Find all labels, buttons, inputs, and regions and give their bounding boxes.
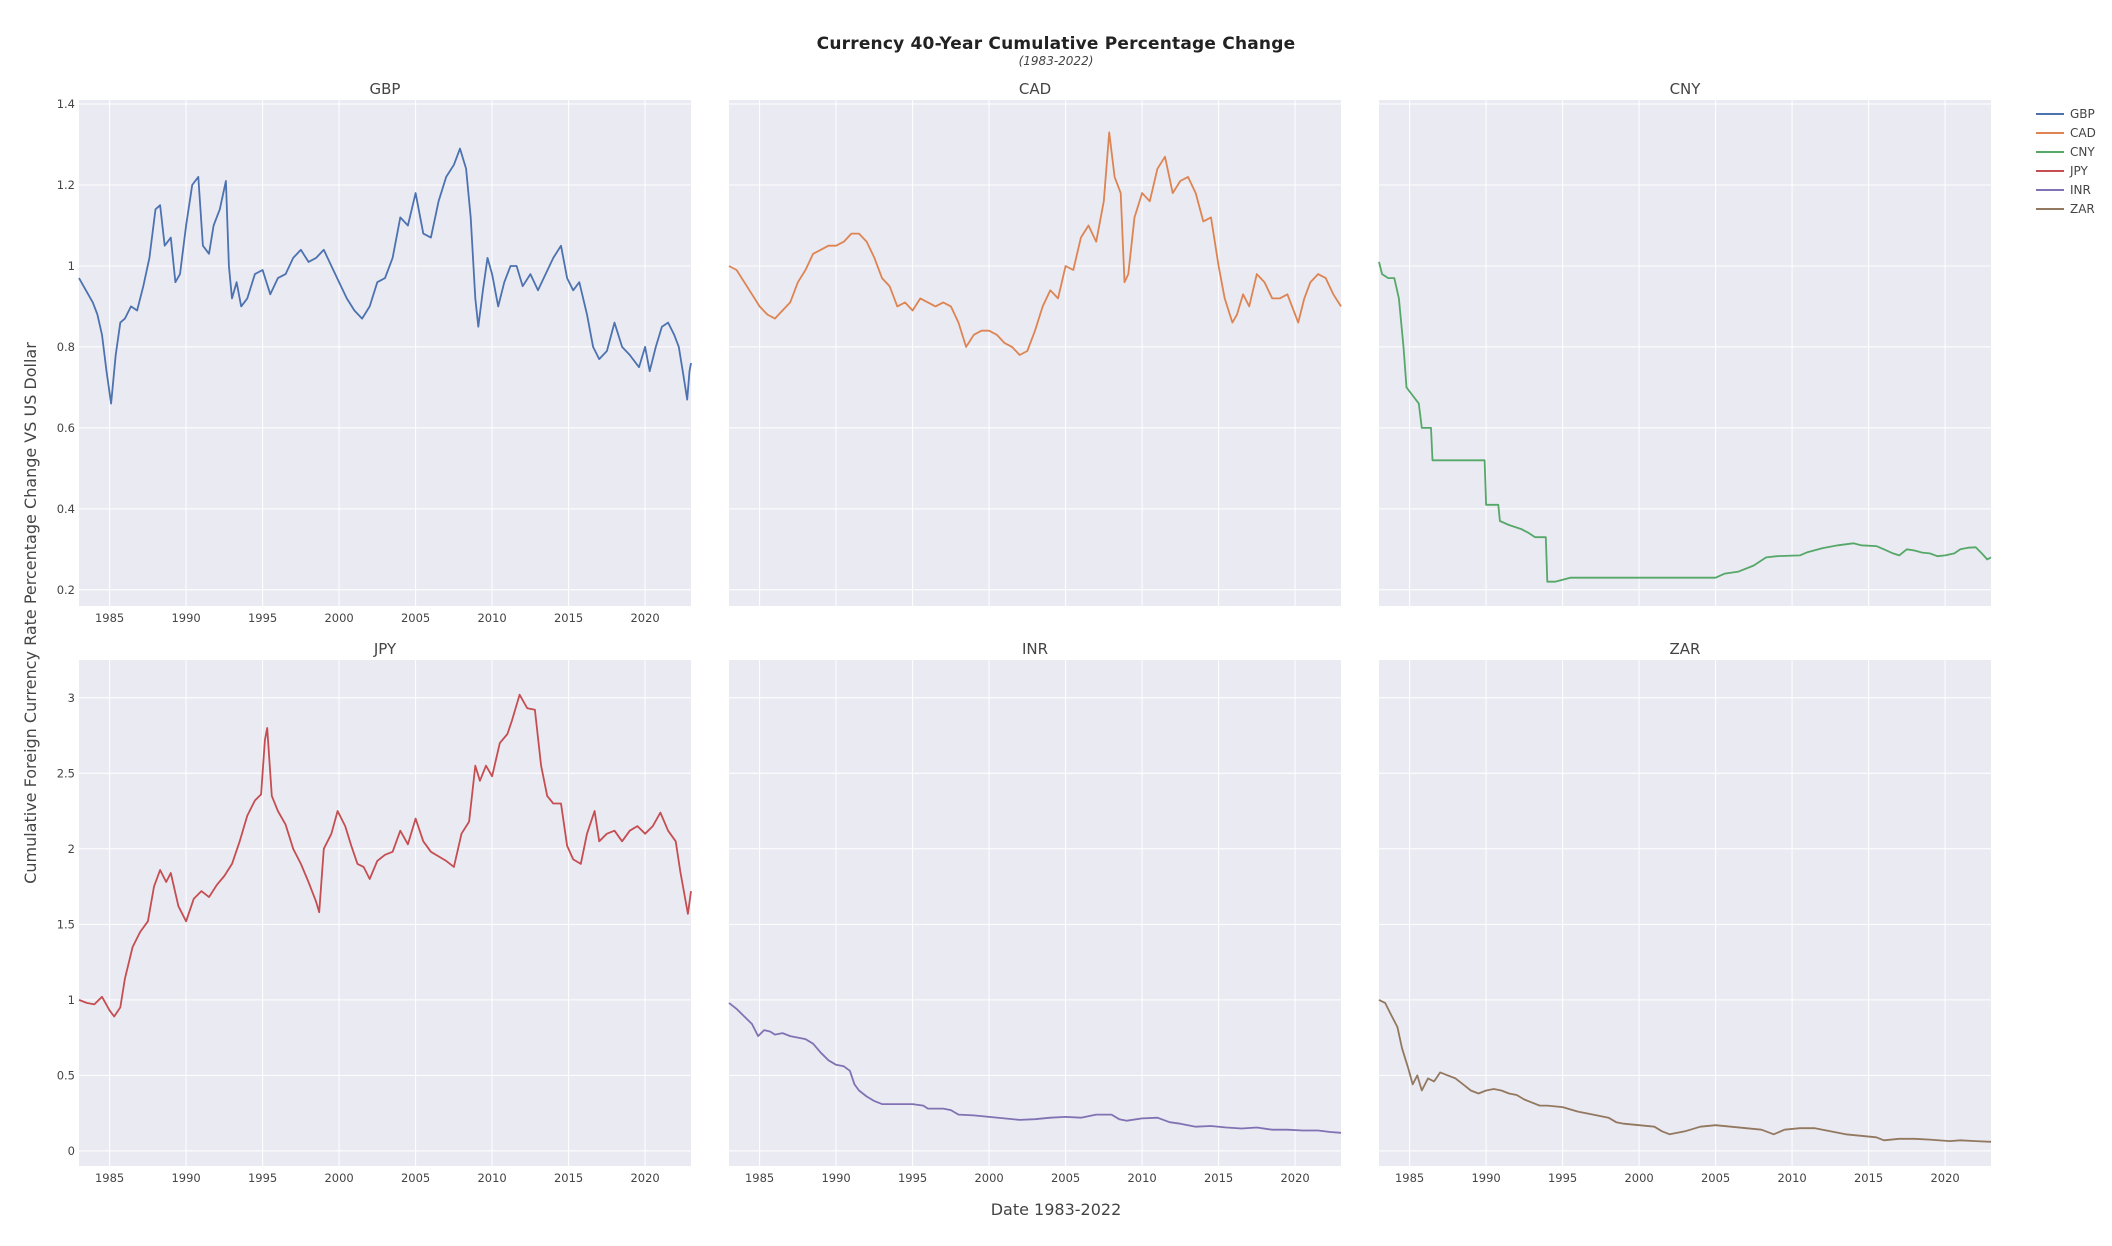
x-tick-label-inr: 2015 [1204,1171,1233,1185]
x-tick-label-zar: 1995 [1548,1171,1577,1185]
x-axis-title: Date 1983-2022 [991,1200,1122,1219]
panel-title-inr: INR [1022,640,1048,658]
panel-background-gbp [79,100,691,606]
x-tick-label-gbp: 2000 [324,611,353,625]
panel-background-cad [729,100,1341,606]
x-tick-label-gbp: 2020 [630,611,659,625]
chart-title: Currency 40-Year Cumulative Percentage C… [816,34,1296,54]
x-tick-label-inr: 1995 [898,1171,927,1185]
panel-title-gbp: GBP [370,80,401,98]
y-tick-label-gbp: 1.2 [57,178,75,192]
panel-background-jpy [79,660,691,1166]
x-tick-label-gbp: 2010 [477,611,506,625]
x-tick-label-jpy: 2015 [554,1171,583,1185]
x-tick-label-jpy: 1985 [95,1171,124,1185]
panel-background-zar [1379,660,1991,1166]
x-tick-label-jpy: 2005 [401,1171,430,1185]
series-line-jpy [78,693,692,1018]
x-tick-label-gbp: 1995 [248,611,277,625]
x-tick-label-zar: 2020 [1930,1171,1959,1185]
x-tick-label-gbp: 2015 [554,611,583,625]
series-line-zar [1378,999,1992,1143]
panel-title-zar: ZAR [1670,640,1701,658]
x-tick-label-jpy: 2020 [630,1171,659,1185]
panel-title-cad: CAD [1019,80,1051,98]
x-tick-label-gbp: 1990 [171,611,200,625]
x-tick-label-jpy: 1990 [171,1171,200,1185]
x-tick-label-zar: 1985 [1395,1171,1424,1185]
y-tick-label-jpy: 1.5 [57,917,75,931]
x-tick-label-jpy: 2000 [324,1171,353,1185]
x-tick-label-jpy: 1995 [248,1171,277,1185]
x-tick-label-inr: 1985 [745,1171,774,1185]
x-tick-label-inr: 1990 [821,1171,850,1185]
y-tick-label-jpy: 1 [68,993,75,1007]
legend-label-cad: CAD [2070,126,2096,140]
legend-label-zar: ZAR [2070,202,2095,216]
x-tick-label-gbp: 2005 [401,611,430,625]
y-tick-label-jpy: 0.5 [57,1068,75,1082]
x-tick-label-inr: 2010 [1127,1171,1156,1185]
y-tick-label-gbp: 0.4 [57,502,75,516]
legend-label-cny: CNY [2070,145,2095,159]
y-tick-label-gbp: 1 [68,259,75,273]
x-tick-label-inr: 2020 [1280,1171,1309,1185]
x-tick-label-zar: 2010 [1777,1171,1806,1185]
y-tick-label-jpy: 2.5 [57,766,75,780]
x-tick-label-zar: 2015 [1854,1171,1883,1185]
chart-subtitle: (1983-2022) [1018,54,1094,68]
y-tick-label-gbp: 0.8 [57,340,75,354]
x-tick-label-inr: 2005 [1051,1171,1080,1185]
x-tick-label-inr: 2000 [974,1171,1003,1185]
panel-title-cny: CNY [1670,80,1702,98]
x-tick-label-zar: 1990 [1471,1171,1500,1185]
panel-background-inr [729,660,1341,1166]
series-line-gbp [78,147,692,405]
y-tick-label-jpy: 0 [68,1144,75,1158]
panel-background-cny [1379,100,1991,606]
legend-label-inr: INR [2070,183,2091,197]
series-line-cad [728,131,1342,356]
panel-title-jpy: JPY [373,640,397,658]
y-axis-title: Cumulative Foreign Currency Rate Percent… [21,342,40,884]
series-line-inr [728,1002,1342,1134]
series-line-cny [1378,261,1992,583]
x-tick-label-zar: 2005 [1701,1171,1730,1185]
y-tick-label-jpy: 3 [68,691,75,705]
y-tick-label-gbp: 0.6 [57,421,75,435]
y-tick-label-gbp: 0.2 [57,583,75,597]
x-tick-label-zar: 2000 [1624,1171,1653,1185]
legend-label-gbp: GBP [2070,107,2095,121]
y-tick-label-gbp: 1.4 [57,97,75,111]
x-tick-label-jpy: 2010 [477,1171,506,1185]
legend-label-jpy: JPY [2069,164,2089,178]
y-tick-label-jpy: 2 [68,842,75,856]
x-tick-label-gbp: 1985 [95,611,124,625]
